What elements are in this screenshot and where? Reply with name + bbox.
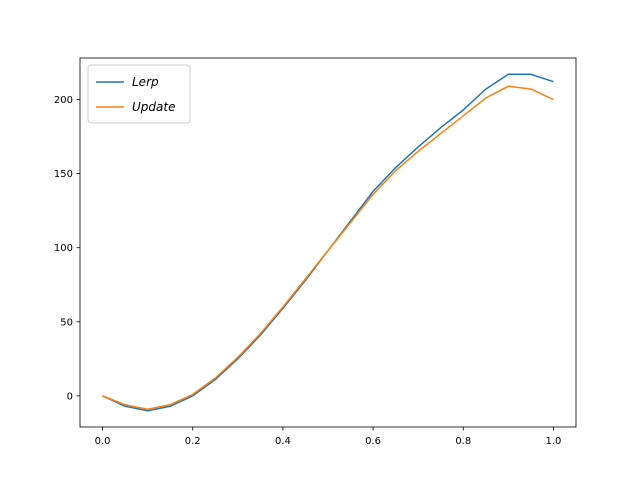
y-tick-label: 0 [67,391,73,402]
legend-label: Update [132,100,175,114]
x-tick-label: 0.6 [365,436,381,447]
line-series [102,73,554,412]
x-tick-label: 0.8 [455,436,471,447]
x-tick-label: 0.0 [95,436,111,447]
legend-label: Lerp [132,75,159,89]
y-tick-label: 200 [54,95,73,106]
y-tick-label: 100 [54,243,73,254]
axes-frame [79,57,577,428]
x-tick-label: 1.0 [546,436,562,447]
x-tick-label: 0.2 [185,436,201,447]
y-tick-label: 150 [54,169,73,180]
line-series [102,85,554,410]
x-tick-label: 0.4 [275,436,291,447]
legend-box [87,64,191,124]
y-tick-label: 50 [60,317,73,328]
